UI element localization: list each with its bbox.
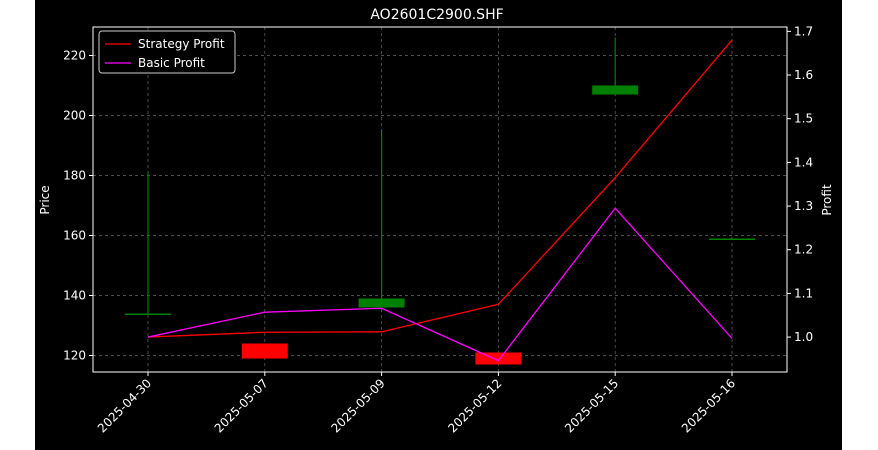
x-tick-label: 2025-05-16 xyxy=(679,376,738,435)
profit-lines-layer xyxy=(147,39,733,362)
y2-tick-label: 1.7 xyxy=(794,24,813,38)
chart-title: AO2601C2900.SHF xyxy=(370,7,503,23)
y2-axis-label: Profit xyxy=(820,184,834,216)
y2-tick-label: 1.2 xyxy=(794,243,813,257)
candle-body xyxy=(475,352,522,365)
chart-svg: AO2601C2900.SHF 2025-04-30 2025-05-07 2025… xyxy=(38,7,834,435)
candle-body xyxy=(241,343,288,359)
candle-body xyxy=(125,313,171,315)
y2-tick-label: 1.4 xyxy=(794,155,813,169)
y2-tick-label: 1.6 xyxy=(794,68,813,82)
y2-tick-label: 1.1 xyxy=(794,286,813,300)
x-tick-label: 2025-05-15 xyxy=(562,376,621,435)
y2-tick-label: 1.3 xyxy=(794,199,813,213)
y2-tick-label: 1.0 xyxy=(794,330,813,344)
x-tick-label: 2025-05-12 xyxy=(445,376,504,435)
candle-body xyxy=(358,298,405,308)
y-tick-label: 200 xyxy=(63,109,86,123)
candlestick-layer xyxy=(125,37,755,365)
legend: Strategy Profit Basic Profit xyxy=(98,30,236,74)
legend-label-basic: Basic Profit xyxy=(138,56,205,70)
candle-body xyxy=(709,238,755,240)
y-tick-label: 160 xyxy=(63,229,86,243)
x-tick-label: 2025-04-30 xyxy=(95,376,154,435)
chart-figure: AO2601C2900.SHF 2025-04-30 2025-05-07 2025… xyxy=(35,0,842,450)
grid-layer xyxy=(93,27,787,372)
y-tick-label: 180 xyxy=(63,169,86,183)
candle-body xyxy=(592,85,639,95)
legend-box xyxy=(98,30,236,74)
x-tick-label: 2025-05-09 xyxy=(329,376,388,435)
x-tick-label: 2025-05-07 xyxy=(212,376,271,435)
series-line-basic-profit xyxy=(147,207,733,362)
y-axis-label: Price xyxy=(38,185,52,214)
plot-frame xyxy=(92,26,788,373)
y-tick-label: 220 xyxy=(63,49,86,63)
series-line-strategy-profit xyxy=(147,39,733,338)
y-tick-label: 120 xyxy=(63,349,86,363)
y2-tick-label: 1.5 xyxy=(794,112,813,126)
y-tick-label: 140 xyxy=(63,289,86,303)
legend-label-strategy: Strategy Profit xyxy=(138,37,225,51)
axis-layer: 2025-04-30 2025-05-07 2025-05-09 2025-05-12… xyxy=(63,24,813,435)
